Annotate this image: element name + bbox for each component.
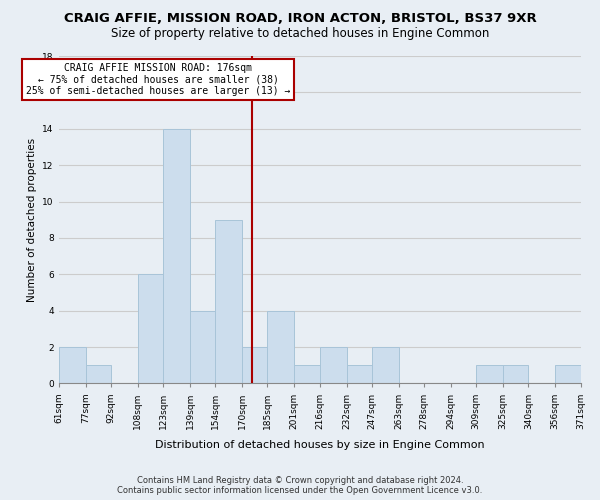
Y-axis label: Number of detached properties: Number of detached properties (27, 138, 37, 302)
Bar (59, 347, 86, 384)
Bar (295, 366, 320, 384)
Bar (138, 274, 163, 384)
Bar (372, 347, 399, 384)
Bar (268, 310, 295, 384)
Bar (555, 366, 581, 384)
X-axis label: Distribution of detached houses by size in Engine Common: Distribution of detached houses by size … (155, 440, 484, 450)
Bar (476, 366, 503, 384)
Bar (503, 366, 529, 384)
Bar (86, 366, 111, 384)
Bar (320, 347, 347, 384)
Bar (242, 347, 268, 384)
Bar (163, 129, 190, 384)
Bar (347, 366, 372, 384)
Text: CRAIG AFFIE MISSION ROAD: 176sqm
← 75% of detached houses are smaller (38)
25% o: CRAIG AFFIE MISSION ROAD: 176sqm ← 75% o… (26, 63, 290, 96)
Text: Size of property relative to detached houses in Engine Common: Size of property relative to detached ho… (111, 28, 489, 40)
Text: Contains HM Land Registry data © Crown copyright and database right 2024.
Contai: Contains HM Land Registry data © Crown c… (118, 476, 482, 495)
Bar (215, 220, 242, 384)
Bar (190, 310, 215, 384)
Text: CRAIG AFFIE, MISSION ROAD, IRON ACTON, BRISTOL, BS37 9XR: CRAIG AFFIE, MISSION ROAD, IRON ACTON, B… (64, 12, 536, 26)
